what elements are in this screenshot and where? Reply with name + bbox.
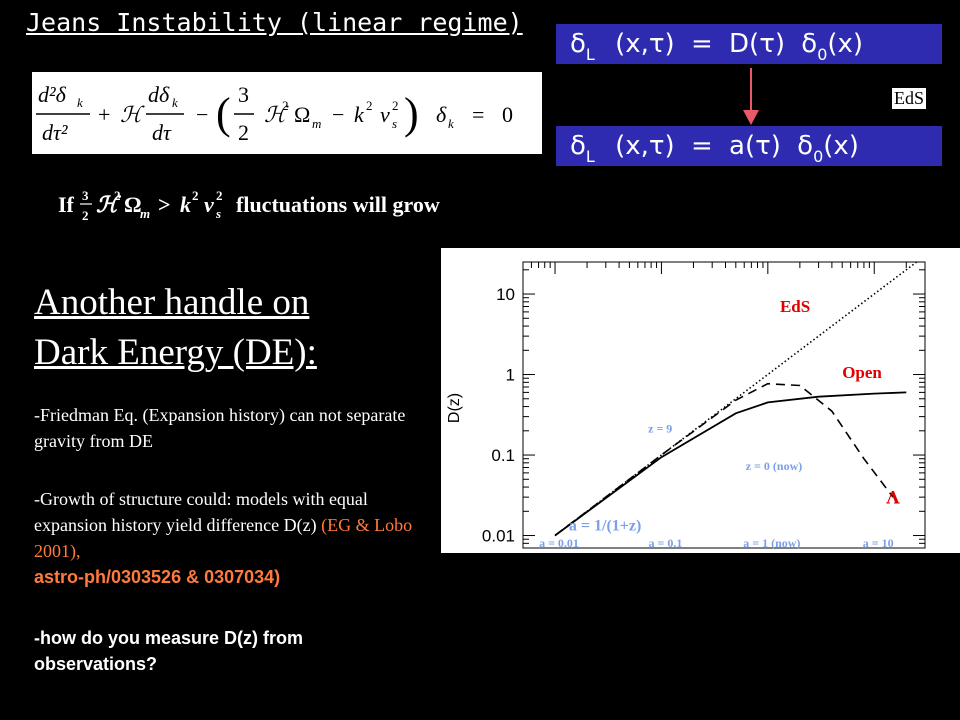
slide-title: Jeans Instability (linear regime)	[26, 8, 523, 37]
svg-text:d²δ: d²δ	[38, 82, 67, 107]
x-arg: (x)	[823, 131, 859, 161]
x-tick-label: a = 10	[863, 536, 894, 550]
svg-text:v: v	[380, 102, 390, 127]
y-axis-label: D(z)	[446, 393, 463, 423]
svg-text:Ω: Ω	[294, 102, 310, 127]
heading-line-1: Another handle on	[34, 282, 310, 323]
svg-text:0: 0	[502, 102, 513, 127]
series-line-	[554, 382, 894, 537]
z0-annotation: z = 0 (now)	[746, 459, 803, 473]
svg-text:−: −	[332, 102, 344, 127]
svg-text:m: m	[140, 206, 150, 221]
delta0-symbol: δ	[801, 29, 818, 59]
svg-text:2: 2	[282, 98, 289, 113]
growth-tail-text: fluctuations will grow	[236, 192, 440, 217]
delta-a-equation: δL (x,τ) = a(τ) δ0(x)	[556, 126, 942, 166]
growth-function: D(τ)	[729, 29, 785, 59]
delta-subscript: L	[585, 45, 595, 64]
svg-text:ℋ: ℋ	[264, 103, 289, 128]
open-curve-label: Open	[842, 363, 882, 382]
scale-factor: a(τ)	[729, 131, 781, 161]
svg-text:k: k	[172, 95, 178, 110]
growth-factor-chart: 10 1 0.1 0.01 D(z) a = 0.01 a = 0.1 a = 1 (now)…	[441, 248, 960, 553]
svg-text:s: s	[215, 206, 221, 221]
section-heading: Another handle on Dark Energy (DE):	[34, 278, 317, 378]
svg-text:δ: δ	[436, 102, 447, 127]
svg-text:3: 3	[238, 82, 249, 107]
plot-frame	[522, 261, 926, 549]
args: (x,τ)	[615, 131, 675, 161]
svg-text:2: 2	[114, 188, 121, 203]
svg-text:Ω: Ω	[124, 192, 142, 217]
svg-text:2: 2	[216, 188, 223, 203]
svg-text:ℋ: ℋ	[96, 192, 122, 218]
svg-text:m: m	[312, 116, 321, 131]
svg-text:2: 2	[192, 188, 199, 203]
svg-text:(: (	[216, 89, 231, 138]
delta-d-equation: δL (x,τ) = D(τ) δ0(x)	[556, 24, 942, 64]
y-tick-label: 0.1	[491, 446, 515, 465]
svg-text:dτ²: dτ²	[42, 120, 68, 145]
svg-text:>: >	[158, 192, 171, 217]
svg-text:s: s	[392, 116, 397, 131]
lambda-curve-label: Λ	[885, 488, 900, 508]
growth-factor-chart-svg: 10 1 0.1 0.01 D(z) a = 0.01 a = 0.1 a = 1 (now)…	[446, 261, 926, 550]
svg-text:−: −	[196, 102, 208, 127]
delta-subscript: L	[585, 147, 595, 166]
reference-eg-lobo: (EG & Lobo 2001),	[34, 515, 413, 561]
svg-text:dτ: dτ	[152, 120, 172, 145]
delta0-subscript: 0	[813, 147, 824, 166]
z9-annotation: z = 9	[648, 422, 672, 436]
svg-text:k: k	[77, 95, 83, 110]
series-line-open	[554, 391, 907, 537]
eds-label: EdS	[892, 88, 927, 109]
svg-text:3: 3	[82, 188, 89, 203]
svg-text:=: =	[472, 102, 484, 127]
svg-text:2: 2	[82, 208, 89, 223]
x-tick-label: a = 0.1	[649, 536, 683, 550]
svg-text:2: 2	[366, 98, 373, 113]
y-tick-label: 1	[506, 366, 515, 385]
svg-text:dδ: dδ	[148, 82, 170, 107]
svg-text:+: +	[98, 102, 110, 127]
heading-line-2: Dark Energy (DE):	[34, 332, 317, 373]
scale-factor-annotation: a = 1/(1+z)	[569, 518, 641, 535]
svg-text:k: k	[448, 116, 454, 131]
equals: =	[690, 131, 713, 161]
x-tick-label: a = 0.01	[539, 536, 579, 550]
svg-text:): )	[404, 89, 419, 138]
args: (x,τ)	[615, 29, 675, 59]
paragraph-growth: -Growth of structure could: models with …	[34, 486, 429, 590]
reference-astro-ph: astro-ph/0303526 & 0307034)	[34, 567, 281, 587]
svg-text:v: v	[204, 192, 214, 217]
svg-text:k: k	[354, 102, 365, 127]
delta-symbol: δ	[570, 29, 586, 59]
equals: =	[690, 29, 713, 59]
delta-symbol: δ	[570, 131, 586, 161]
down-arrow-icon	[736, 68, 766, 126]
y-tick-label: 10	[496, 285, 515, 304]
svg-text:k: k	[180, 192, 191, 217]
svg-text:ℋ: ℋ	[120, 103, 145, 128]
eds-curve-label: EdS	[780, 297, 810, 316]
svg-text:2: 2	[238, 120, 249, 145]
delta0-subscript: 0	[817, 45, 828, 64]
delta0-symbol: δ	[797, 131, 814, 161]
svg-text:2: 2	[392, 98, 399, 113]
paragraph-friedman: -Friedman Eq. (Expansion history) can no…	[34, 405, 406, 451]
paragraph-measure: -how do you measure D(z) from observatio…	[34, 628, 304, 674]
x-tick-label: a = 1 (now)	[743, 536, 800, 550]
growth-if-text: If	[58, 192, 75, 217]
x-arg: (x)	[827, 29, 864, 59]
y-tick-label: 0.01	[482, 527, 515, 546]
series-line-eds	[554, 261, 918, 537]
growth-text: -Growth of structure could: models with …	[34, 489, 368, 535]
